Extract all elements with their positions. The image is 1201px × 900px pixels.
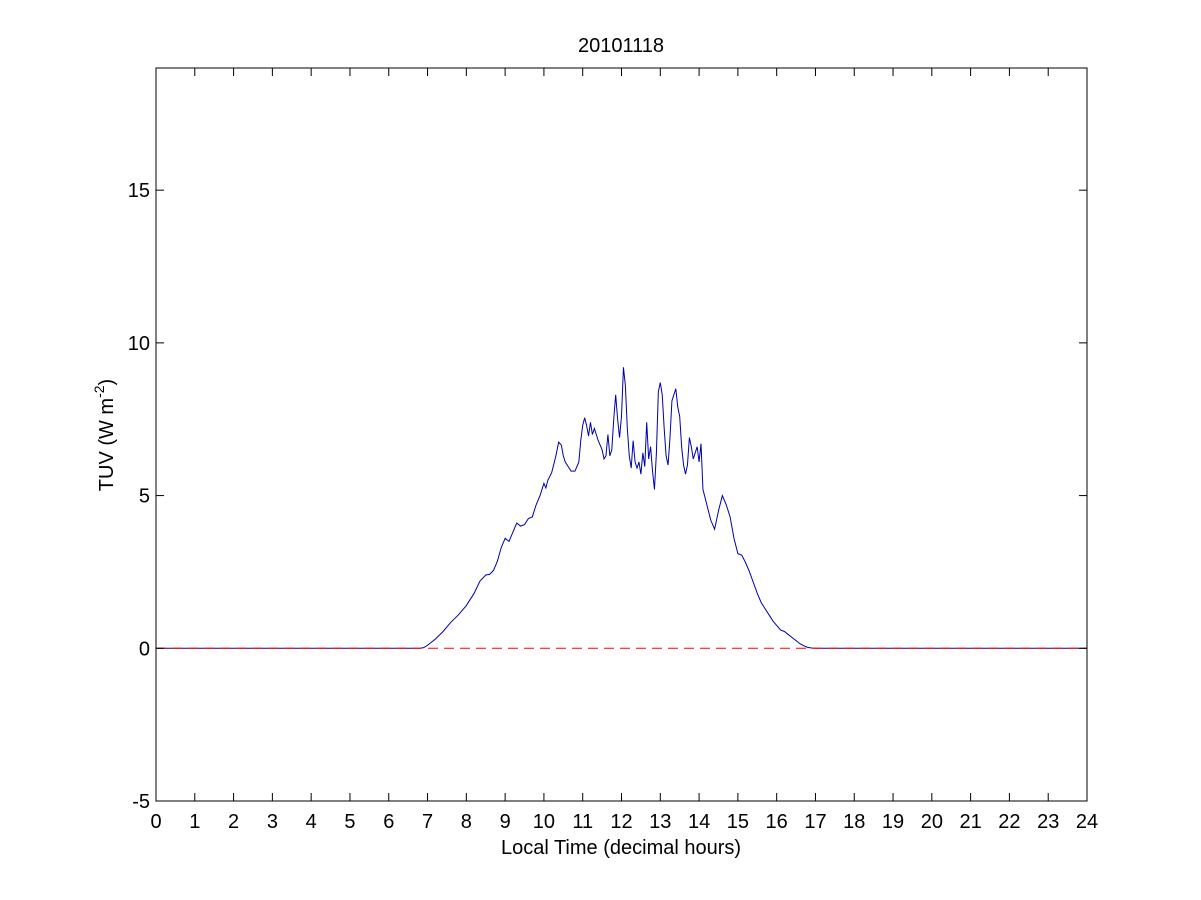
x-tick-label: 20 bbox=[921, 811, 943, 833]
x-tick-label: 5 bbox=[344, 811, 355, 833]
y-tick-label: 5 bbox=[139, 486, 150, 508]
x-tick-label: 22 bbox=[998, 811, 1020, 833]
chart-title: 20101118 bbox=[578, 35, 664, 57]
labels-layer: 0 1 2 3 4 5 6 7 8 9 10 11 12 13 14 15 16 17 18 19 20 21 22 23 24… bbox=[128, 180, 1098, 833]
ticks-layer bbox=[155, 68, 1088, 802]
x-tick-label: 18 bbox=[843, 811, 865, 833]
x-tick-label: 15 bbox=[727, 811, 749, 833]
x-tick-label: 24 bbox=[1076, 811, 1098, 833]
series-layer bbox=[156, 367, 1087, 649]
x-axis-label: Local Time (decimal hours) bbox=[501, 837, 741, 859]
x-tick-label: 7 bbox=[422, 811, 433, 833]
x-tick-label: 0 bbox=[150, 811, 161, 833]
x-tick-label: 14 bbox=[688, 811, 710, 833]
y-axis-label-exponent: -2 bbox=[91, 385, 107, 398]
x-tick-label: 13 bbox=[649, 811, 671, 833]
y-axis-label: TUV (W m-2) bbox=[91, 379, 118, 491]
x-tick-label: 16 bbox=[766, 811, 788, 833]
x-tick-label: 19 bbox=[882, 811, 904, 833]
x-tick-label: 2 bbox=[228, 811, 239, 833]
y-tick-label: -5 bbox=[132, 791, 150, 813]
series-line-1 bbox=[156, 367, 1087, 649]
y-tick-label: 0 bbox=[139, 638, 150, 660]
x-tick-label: 6 bbox=[383, 811, 394, 833]
x-tick-label: 3 bbox=[267, 811, 278, 833]
y-tick-label: 10 bbox=[128, 333, 150, 355]
x-tick-label: 11 bbox=[572, 811, 593, 833]
x-tick-label: 4 bbox=[306, 811, 317, 833]
plot-frame bbox=[155, 67, 1088, 802]
x-tick-label: 17 bbox=[804, 811, 826, 833]
plot-background bbox=[156, 68, 1087, 801]
y-axis-label-suffix: ) bbox=[96, 379, 118, 386]
x-tick-label: 8 bbox=[461, 811, 472, 833]
x-tick-label: 10 bbox=[533, 811, 555, 833]
x-tick-label: 21 bbox=[960, 811, 982, 833]
x-tick-label: 1 bbox=[189, 811, 200, 833]
y-tick-label: 15 bbox=[128, 180, 150, 202]
x-tick-label: 9 bbox=[500, 811, 511, 833]
x-tick-label: 12 bbox=[610, 811, 632, 833]
x-tick-label: 23 bbox=[1037, 811, 1059, 833]
y-axis-label-prefix: TUV (W m bbox=[96, 398, 118, 491]
